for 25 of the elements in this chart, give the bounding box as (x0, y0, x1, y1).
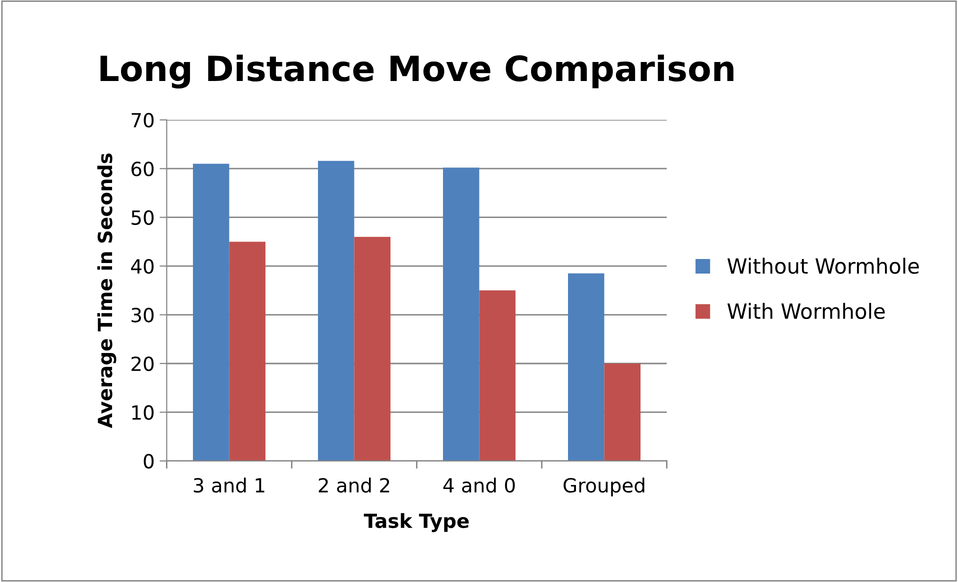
bar (479, 290, 516, 461)
y-tick-label: 70 (132, 112, 154, 128)
bar (354, 236, 390, 461)
bar (192, 164, 230, 461)
x-tick-label: Grouped (564, 478, 644, 496)
bar (568, 273, 604, 461)
y-tick-label: 30 (132, 308, 154, 322)
y-tick-label: 0 (144, 454, 154, 469)
y-tick-label: 10 (132, 405, 154, 420)
chart-title: Long Distance Move Comparison (100, 54, 734, 88)
x-tick-label: 3 and 1 (194, 478, 264, 493)
bar (604, 364, 641, 461)
bar (318, 160, 354, 461)
y-axis-title: Average Time in Seconds (97, 154, 116, 428)
bar (229, 242, 266, 461)
y-tick-label: 60 (132, 162, 154, 176)
y-tick-label: 40 (131, 259, 154, 274)
y-tick-label: 50 (132, 210, 154, 225)
y-tick-label: 20 (132, 356, 154, 372)
x-axis-title: Task Type (364, 513, 469, 532)
x-tick-label: 2 and 2 (318, 478, 390, 493)
x-tick-label: 4 and 0 (443, 478, 515, 493)
bar (442, 168, 480, 461)
legend-label: Without Wormhole (727, 258, 919, 274)
legend-label: With Wormhole (727, 302, 885, 320)
